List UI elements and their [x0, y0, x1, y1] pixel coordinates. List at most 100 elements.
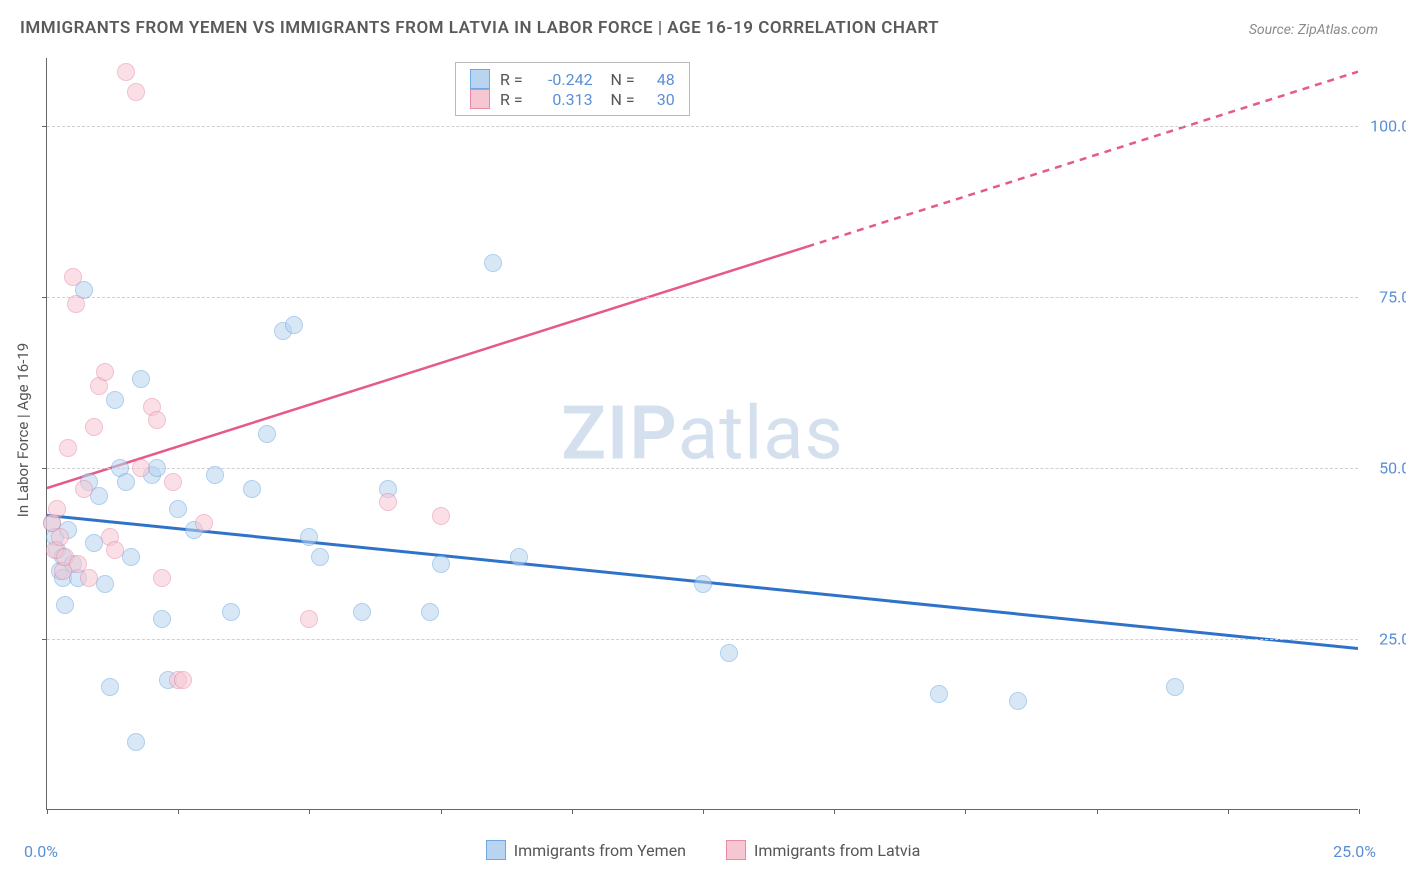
data-point — [90, 487, 108, 505]
x-tick-mark — [309, 809, 310, 814]
gridline-h — [47, 297, 1358, 298]
plot-area: ZIPatlas 25.0%50.0%75.0%100.0% — [46, 58, 1358, 810]
trend-line — [47, 247, 807, 489]
plot-svg — [47, 58, 1358, 809]
data-point — [148, 459, 166, 477]
x-tick-mark — [441, 809, 442, 814]
data-point — [153, 610, 171, 628]
gridline-h — [47, 126, 1358, 127]
data-point — [379, 493, 397, 511]
data-point — [311, 548, 329, 566]
legend-r-value: 0.313 — [533, 90, 593, 109]
data-point — [421, 603, 439, 621]
legend-series: Immigrants from Yemen Immigrants from Lat… — [0, 840, 1406, 860]
legend-series-item: Immigrants from Latvia — [726, 840, 920, 860]
data-point — [174, 671, 192, 689]
y-tick-mark — [42, 468, 47, 469]
x-tick-mark — [1097, 809, 1098, 814]
data-point — [106, 541, 124, 559]
data-point — [132, 370, 150, 388]
data-point — [432, 507, 450, 525]
data-point — [510, 548, 528, 566]
data-point — [127, 83, 145, 101]
chart-title: IMMIGRANTS FROM YEMEN VS IMMIGRANTS FROM… — [20, 18, 939, 38]
data-point — [51, 528, 69, 546]
gridline-h — [47, 468, 1358, 469]
data-point — [720, 644, 738, 662]
data-point — [96, 575, 114, 593]
legend-series-name: Immigrants from Yemen — [514, 841, 686, 860]
watermark-zip: ZIP — [561, 390, 678, 477]
data-point — [1166, 678, 1184, 696]
data-point — [117, 473, 135, 491]
data-point — [930, 685, 948, 703]
x-tick-mark — [1359, 809, 1360, 814]
data-point — [353, 603, 371, 621]
data-point — [75, 480, 93, 498]
legend-swatch — [486, 840, 506, 860]
data-point — [222, 603, 240, 621]
data-point — [484, 254, 502, 272]
legend-series-item: Immigrants from Yemen — [486, 840, 686, 860]
data-point — [300, 528, 318, 546]
legend-swatch — [470, 89, 490, 109]
correlation-chart: IMMIGRANTS FROM YEMEN VS IMMIGRANTS FROM… — [0, 0, 1406, 892]
legend-n-value: 48 — [645, 70, 675, 89]
watermark: ZIPatlas — [561, 390, 843, 477]
data-point — [694, 575, 712, 593]
data-point — [106, 391, 124, 409]
data-point — [64, 268, 82, 286]
x-tick-mark — [965, 809, 966, 814]
x-tick-mark — [1228, 809, 1229, 814]
trend-line-dashed — [807, 72, 1358, 247]
data-point — [85, 418, 103, 436]
legend-series-name: Immigrants from Latvia — [754, 841, 920, 860]
y-axis-title: In Labor Force | Age 16-19 — [14, 343, 32, 517]
y-tick-mark — [42, 297, 47, 298]
data-point — [206, 466, 224, 484]
x-tick-mark — [572, 809, 573, 814]
legend-n-label: N = — [603, 90, 635, 109]
legend-swatch — [470, 69, 490, 89]
legend-r-label: R = — [500, 70, 523, 89]
data-point — [56, 596, 74, 614]
legend-n-label: N = — [603, 70, 635, 89]
x-tick-mark — [47, 809, 48, 814]
data-point — [127, 733, 145, 751]
y-tick-label: 75.0% — [1379, 288, 1406, 307]
x-tick-mark — [834, 809, 835, 814]
data-point — [101, 678, 119, 696]
data-point — [258, 425, 276, 443]
data-point — [132, 459, 150, 477]
y-tick-label: 100.0% — [1370, 117, 1406, 136]
data-point — [96, 363, 114, 381]
legend-n-value: 30 — [645, 90, 675, 109]
data-point — [122, 548, 140, 566]
data-point — [300, 610, 318, 628]
data-point — [59, 439, 77, 457]
data-point — [80, 569, 98, 587]
legend-r-label: R = — [500, 90, 523, 109]
data-point — [285, 316, 303, 334]
data-point — [153, 569, 171, 587]
legend-r-value: -0.242 — [533, 70, 593, 89]
x-tick-mark — [178, 809, 179, 814]
data-point — [48, 500, 66, 518]
data-point — [117, 63, 135, 81]
gridline-h — [47, 639, 1358, 640]
data-point — [148, 411, 166, 429]
x-tick-mark — [703, 809, 704, 814]
y-tick-label: 50.0% — [1379, 459, 1406, 478]
data-point — [432, 555, 450, 573]
y-tick-mark — [42, 126, 47, 127]
data-point — [243, 480, 261, 498]
source-label: Source: ZipAtlas.com — [1249, 22, 1378, 38]
watermark-atlas: atlas — [678, 390, 844, 477]
y-tick-mark — [42, 639, 47, 640]
data-point — [164, 473, 182, 491]
legend-swatch — [726, 840, 746, 860]
data-point — [169, 500, 187, 518]
data-point — [1009, 692, 1027, 710]
legend-stats-row: R = -0.242 N = 48 — [470, 69, 675, 89]
y-tick-label: 25.0% — [1379, 630, 1406, 649]
